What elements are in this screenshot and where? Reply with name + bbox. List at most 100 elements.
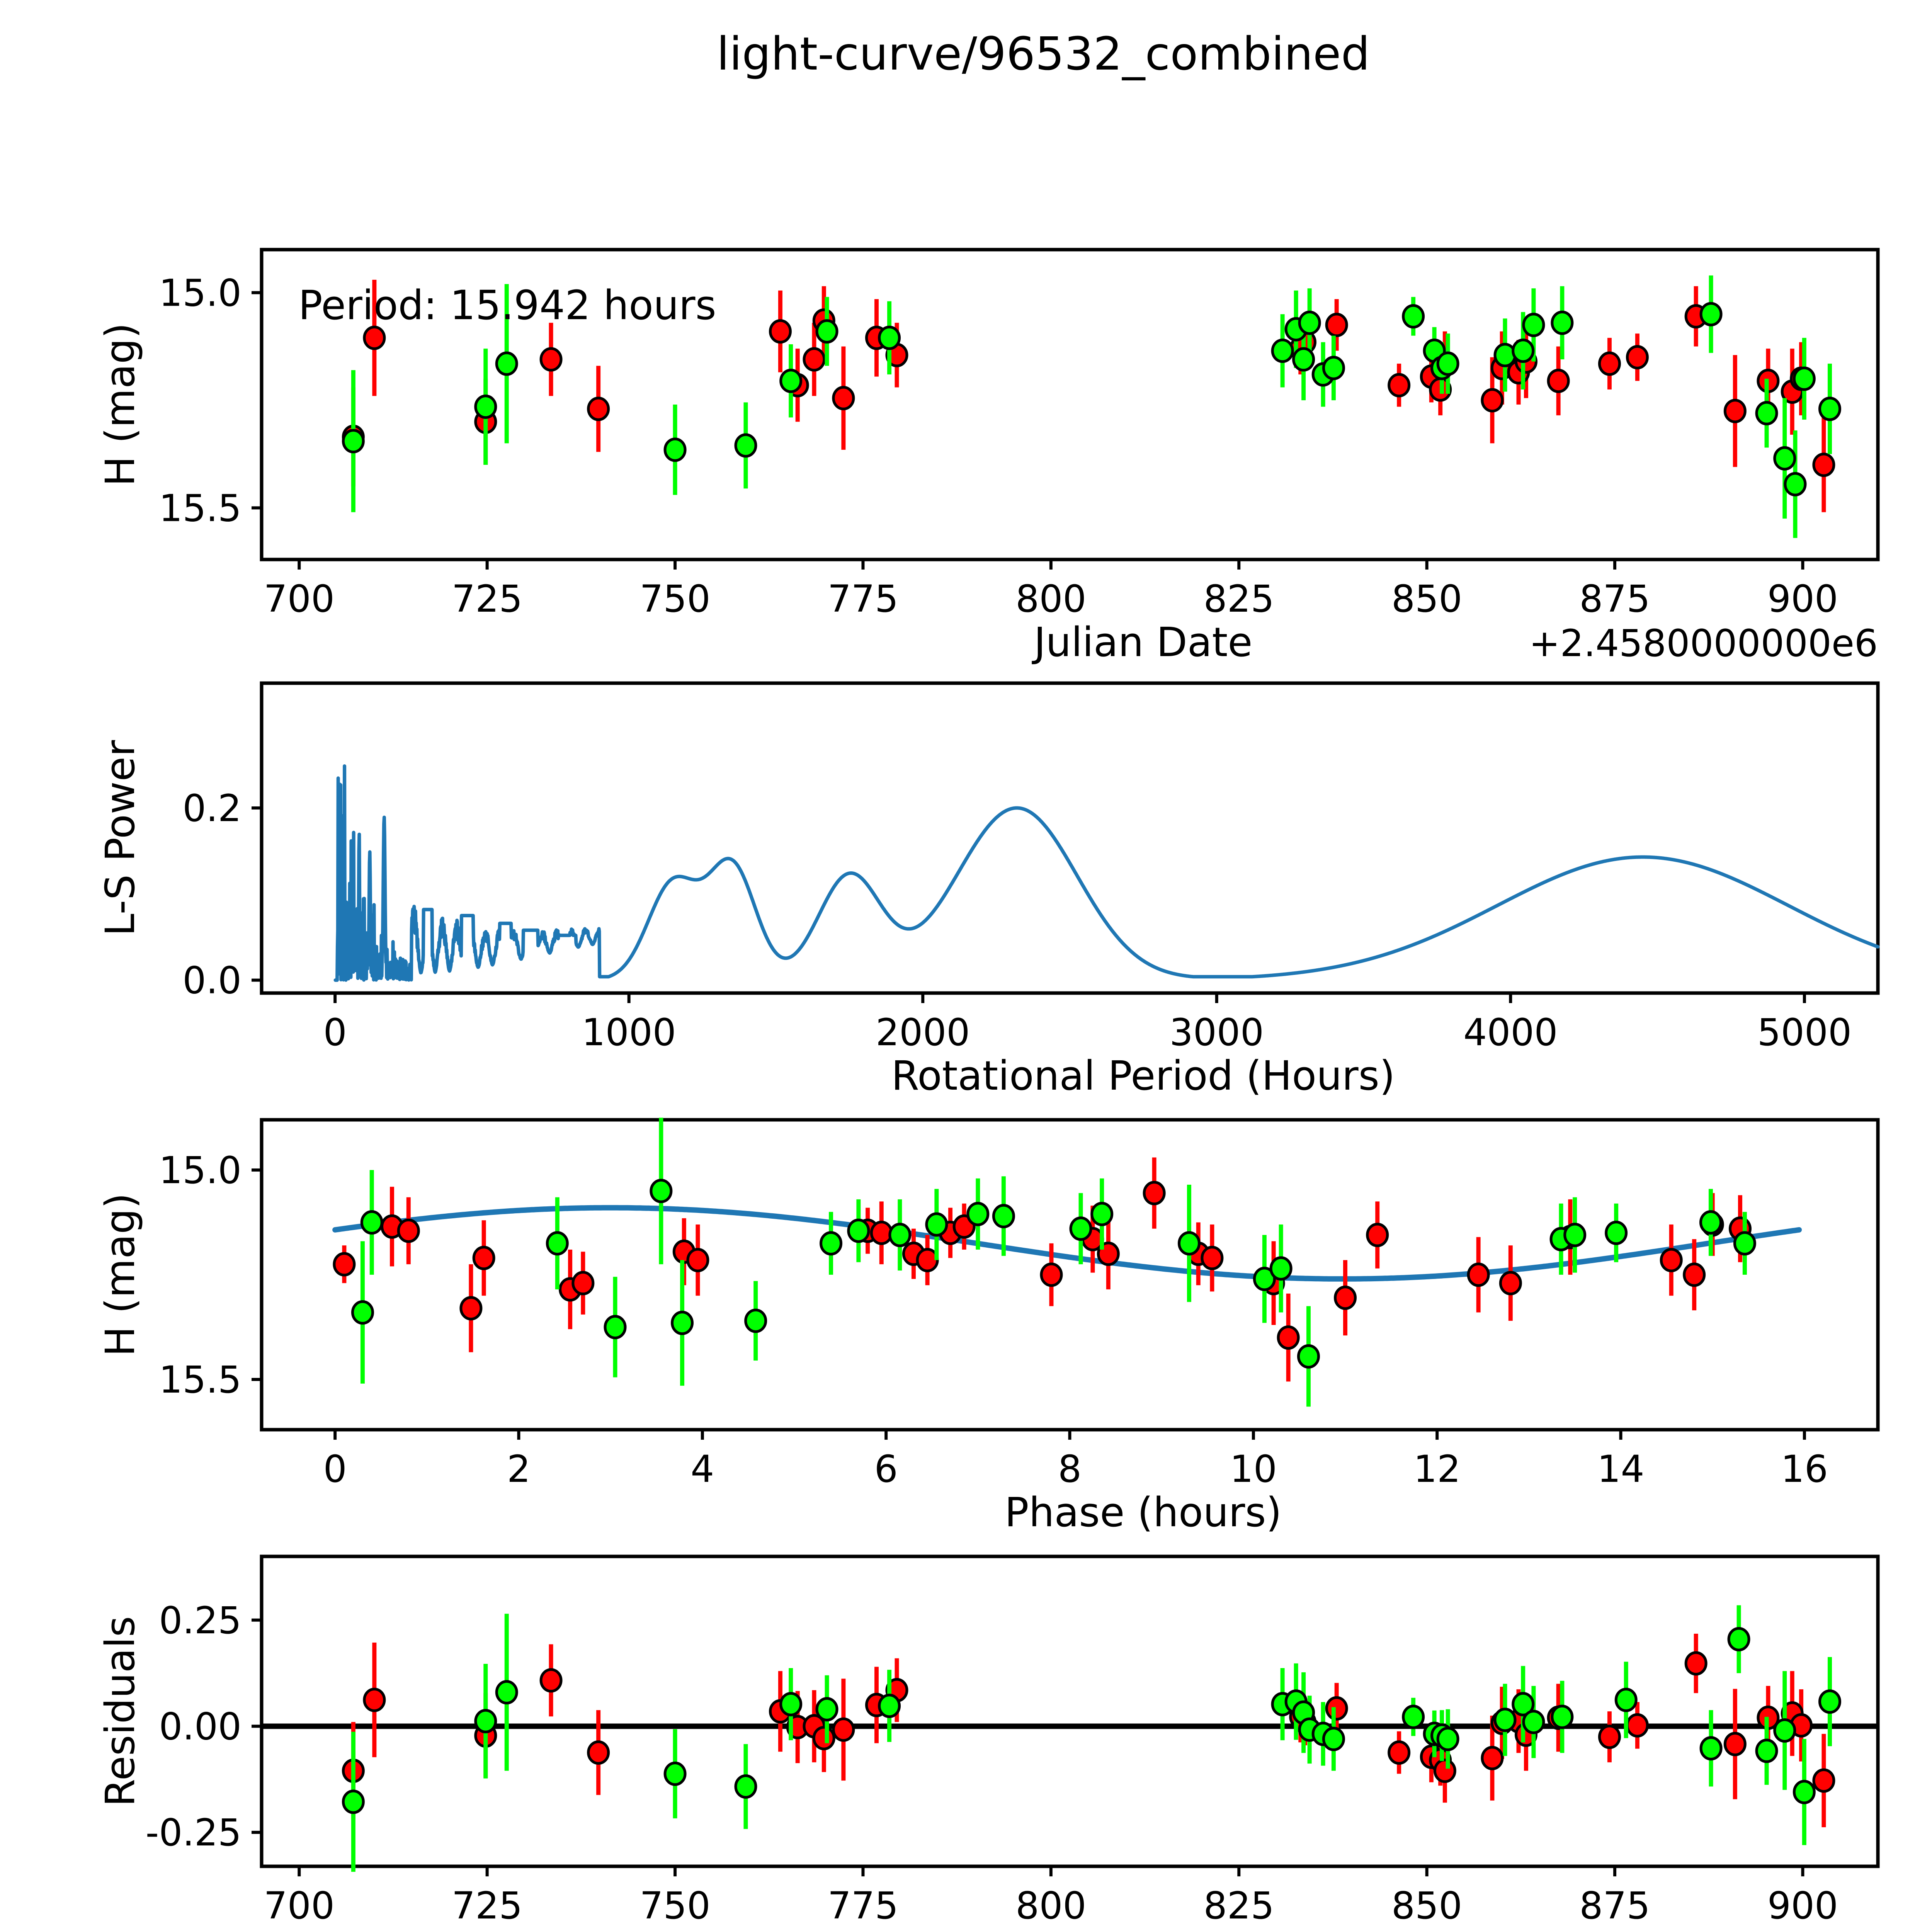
data-point [1605, 1221, 1628, 1245]
x-tick-label: 700 [264, 1884, 335, 1927]
data-point [474, 1709, 497, 1733]
y-tick-label: 15.5 [159, 486, 242, 530]
data-point [1481, 388, 1504, 413]
data-point [587, 1740, 610, 1765]
data-point [803, 347, 826, 372]
x-tick-label: 825 [1204, 1884, 1274, 1927]
data-point [1322, 355, 1345, 380]
x-tick-label: 8 [1058, 1447, 1082, 1491]
axes-frame [260, 1554, 1880, 1868]
x-tick-label: 875 [1579, 577, 1650, 621]
x-tick-label: 900 [1767, 577, 1838, 621]
data-point [1547, 369, 1570, 393]
page-title: light-curve/96532_combined [716, 27, 1370, 80]
x-axis-offset-text: +2.4580000000e6 [1529, 1929, 1878, 1932]
data-point [779, 369, 803, 393]
x-tick-label: 825 [1204, 577, 1274, 621]
data-point [1626, 1713, 1649, 1738]
x-tick-label: 10 [1230, 1447, 1277, 1491]
data-point [1040, 1262, 1063, 1287]
data-point [1755, 1738, 1778, 1763]
data-point [1069, 1216, 1092, 1241]
data-point [815, 319, 838, 344]
axes-frame [260, 1118, 1880, 1432]
periodogram-curve [333, 764, 1880, 982]
x-tick-label: 5000 [1757, 1011, 1852, 1054]
data-point [1755, 401, 1778, 425]
data-point [1773, 1718, 1796, 1743]
data-point [363, 325, 386, 350]
data-point [1402, 304, 1425, 329]
data-point [671, 1311, 694, 1335]
x-tick-label: 12 [1413, 1447, 1461, 1491]
y-tick-label: 0.2 [182, 787, 242, 830]
data-point [1512, 1692, 1535, 1716]
data-point [1499, 1271, 1522, 1296]
x-tick-label: 0 [323, 1447, 347, 1491]
y-axis-label: H (mag) [97, 1193, 144, 1356]
data-point [1388, 1740, 1411, 1765]
data-point [847, 1218, 870, 1243]
data-point [1269, 1256, 1293, 1281]
data-point [342, 1789, 365, 1814]
x-tick-label: 4 [690, 1447, 714, 1491]
data-point [1626, 345, 1649, 369]
y-tick-label: 15.5 [159, 1358, 242, 1401]
data-point [1253, 1267, 1276, 1291]
data-series-red [342, 1633, 1835, 1827]
data-point [1793, 1780, 1816, 1804]
panel-periodogram: 0 1000 2000 3000 4000 5000 Rotational Period (… [97, 681, 1880, 1099]
x-tick-label: 900 [1767, 1884, 1838, 1927]
data-series-green [342, 275, 1841, 538]
data-point [925, 1212, 948, 1237]
data-point [1660, 1248, 1683, 1272]
data-point [734, 433, 757, 458]
data-point [1683, 1262, 1706, 1287]
sinusoid-fit-line [332, 1205, 1802, 1282]
data-point [1298, 310, 1321, 335]
data-point [1699, 302, 1723, 327]
data-series-green [342, 1605, 1841, 1872]
axes-frame [260, 681, 1880, 995]
data-point [650, 1179, 673, 1203]
data-point [663, 1761, 687, 1786]
data-point [686, 1248, 709, 1272]
data-point [1818, 396, 1841, 421]
data-point [1493, 1708, 1517, 1732]
data-point [459, 1296, 483, 1321]
data-point [1493, 343, 1517, 367]
x-tick-label: 700 [264, 577, 335, 621]
x-tick-label: 14 [1597, 1447, 1644, 1491]
data-point [1563, 1223, 1587, 1247]
x-tick-label: 16 [1781, 1447, 1828, 1491]
data-point [1143, 1181, 1166, 1206]
axes-frame [260, 248, 1880, 561]
y-tick-label: -0.25 [146, 1811, 242, 1854]
data-point [1277, 1325, 1300, 1350]
data-point [888, 1223, 912, 1247]
data-point [1325, 313, 1348, 337]
x-tick-label: 775 [828, 1884, 898, 1927]
data-point [1467, 1262, 1490, 1287]
data-point [1684, 1651, 1708, 1676]
data-point [587, 396, 610, 421]
y-axis-label: L-S Power [97, 740, 144, 936]
data-point [1481, 1746, 1504, 1770]
y-tick-label: 0.00 [159, 1705, 242, 1748]
data-point [744, 1308, 767, 1333]
y-axis-label: Residuals [97, 1616, 144, 1806]
data-point [734, 1774, 757, 1799]
data-point [1818, 1689, 1841, 1714]
x-tick-label: 800 [1015, 1884, 1086, 1927]
data-point [1598, 1725, 1621, 1749]
x-tick-label: 2000 [876, 1011, 970, 1054]
x-tick-label: 750 [639, 1884, 710, 1927]
data-point [815, 1697, 838, 1722]
data-point [1522, 1709, 1545, 1734]
x-tick-label: 800 [1015, 577, 1086, 621]
data-point [1322, 1726, 1345, 1751]
x-tick-label: 0 [323, 1011, 347, 1054]
data-point [820, 1231, 843, 1256]
